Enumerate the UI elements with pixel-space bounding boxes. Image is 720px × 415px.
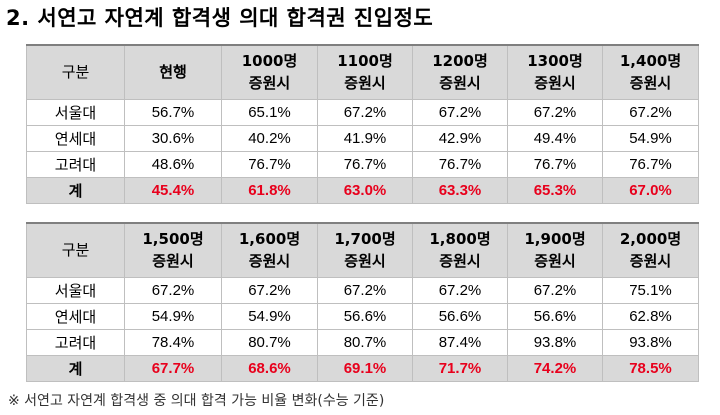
table-cell: 67.2% (317, 98, 413, 126)
header-cell: 1,600명 증원시 (221, 222, 318, 278)
table-cell: 54.9% (602, 124, 699, 152)
row-label: 고려대 (26, 150, 125, 178)
table-cell: 76.7% (507, 150, 603, 178)
total-cell: 61.8% (221, 176, 318, 204)
table-row: 고려대 48.6% 76.7% 76.7% 76.7% 76.7% 76.7% (26, 150, 699, 178)
header-row: 구분 현행 1000명 증원시 1100명 증원시 1200명 증원시 1300명 증원… (26, 44, 699, 100)
table-1500-to-2000: 구분 1,500명 증원시 1,600명 증원시 1,700명 증원시 1,800명 증… (26, 222, 699, 382)
table-cell: 54.9% (124, 302, 222, 330)
table-cell: 93.8% (602, 328, 699, 356)
header-cell: 현행 (124, 44, 222, 100)
table-cell: 49.4% (507, 124, 603, 152)
table-cell: 76.7% (221, 150, 318, 178)
table-cell: 67.2% (317, 276, 413, 304)
header-cell: 2,000명 증원시 (602, 222, 699, 278)
table-cell: 87.4% (412, 328, 508, 356)
row-label: 연세대 (26, 124, 125, 152)
row-label: 서울대 (26, 276, 125, 304)
header-row: 구분 1,500명 증원시 1,600명 증원시 1,700명 증원시 1,800명 증… (26, 222, 699, 278)
header-cell: 1100명 증원시 (317, 44, 413, 100)
header-cell: 1300명 증원시 (507, 44, 603, 100)
table-cell: 76.7% (602, 150, 699, 178)
table-cell: 75.1% (602, 276, 699, 304)
row-label: 계 (26, 176, 125, 204)
total-cell: 65.3% (507, 176, 603, 204)
header-cell: 1,900명 증원시 (507, 222, 603, 278)
table-cell: 93.8% (507, 328, 603, 356)
table-cell: 48.6% (124, 150, 222, 178)
table-cell: 42.9% (412, 124, 508, 152)
table-cell: 30.6% (124, 124, 222, 152)
table-cell: 56.6% (412, 302, 508, 330)
header-cell: 1200명 증원시 (412, 44, 508, 100)
total-cell: 67.7% (124, 354, 222, 382)
header-cell: 1,700명 증원시 (317, 222, 413, 278)
table-cell: 80.7% (221, 328, 318, 356)
header-cell: 1000명 증원시 (221, 44, 318, 100)
table-cell: 67.2% (507, 98, 603, 126)
table-cell: 80.7% (317, 328, 413, 356)
total-cell: 45.4% (124, 176, 222, 204)
header-cell: 1,800명 증원시 (412, 222, 508, 278)
table-cell: 41.9% (317, 124, 413, 152)
table-cell: 65.1% (221, 98, 318, 126)
total-cell: 69.1% (317, 354, 413, 382)
header-cell: 구분 (26, 44, 125, 100)
footnote: ※ 서연고 자연계 합격생 중 의대 합격 가능 비율 변화(수능 기준) (8, 393, 385, 409)
page-title: 2. 서연고 자연계 합격생 의대 합격권 진입정도 (6, 6, 434, 30)
table-cell: 54.9% (221, 302, 318, 330)
table-row: 연세대 30.6% 40.2% 41.9% 42.9% 49.4% 54.9% (26, 124, 699, 152)
table-cell: 76.7% (317, 150, 413, 178)
table-cell: 67.2% (221, 276, 318, 304)
row-label: 고려대 (26, 328, 125, 356)
total-cell: 68.6% (221, 354, 318, 382)
table-cell: 67.2% (507, 276, 603, 304)
table-cell: 67.2% (124, 276, 222, 304)
table-row: 연세대 54.9% 54.9% 56.6% 56.6% 56.6% 62.8% (26, 302, 699, 330)
total-row: 계 67.7% 68.6% 69.1% 71.7% 74.2% 78.5% (26, 354, 699, 382)
total-cell: 78.5% (602, 354, 699, 382)
row-label: 계 (26, 354, 125, 382)
table-row: 서울대 67.2% 67.2% 67.2% 67.2% 67.2% 75.1% (26, 276, 699, 304)
table-cell: 56.6% (507, 302, 603, 330)
table-row: 서울대 56.7% 65.1% 67.2% 67.2% 67.2% 67.2% (26, 98, 699, 126)
header-cell: 1,500명 증원시 (124, 222, 222, 278)
row-label: 연세대 (26, 302, 125, 330)
total-cell: 63.3% (412, 176, 508, 204)
table-cell: 67.2% (412, 276, 508, 304)
table-cell: 67.2% (602, 98, 699, 126)
table-cell: 76.7% (412, 150, 508, 178)
table-cell: 67.2% (412, 98, 508, 126)
table-cell: 56.6% (317, 302, 413, 330)
header-cell: 구분 (26, 222, 125, 278)
table-row: 고려대 78.4% 80.7% 80.7% 87.4% 93.8% 93.8% (26, 328, 699, 356)
total-cell: 67.0% (602, 176, 699, 204)
table-cell: 56.7% (124, 98, 222, 126)
table-current-to-1400: 구분 현행 1000명 증원시 1100명 증원시 1200명 증원시 1300명 증원… (26, 44, 699, 204)
table-cell: 62.8% (602, 302, 699, 330)
total-cell: 63.0% (317, 176, 413, 204)
total-cell: 71.7% (412, 354, 508, 382)
header-cell: 1,400명 증원시 (602, 44, 699, 100)
total-cell: 74.2% (507, 354, 603, 382)
table-cell: 78.4% (124, 328, 222, 356)
total-row: 계 45.4% 61.8% 63.0% 63.3% 65.3% 67.0% (26, 176, 699, 204)
table-cell: 40.2% (221, 124, 318, 152)
row-label: 서울대 (26, 98, 125, 126)
